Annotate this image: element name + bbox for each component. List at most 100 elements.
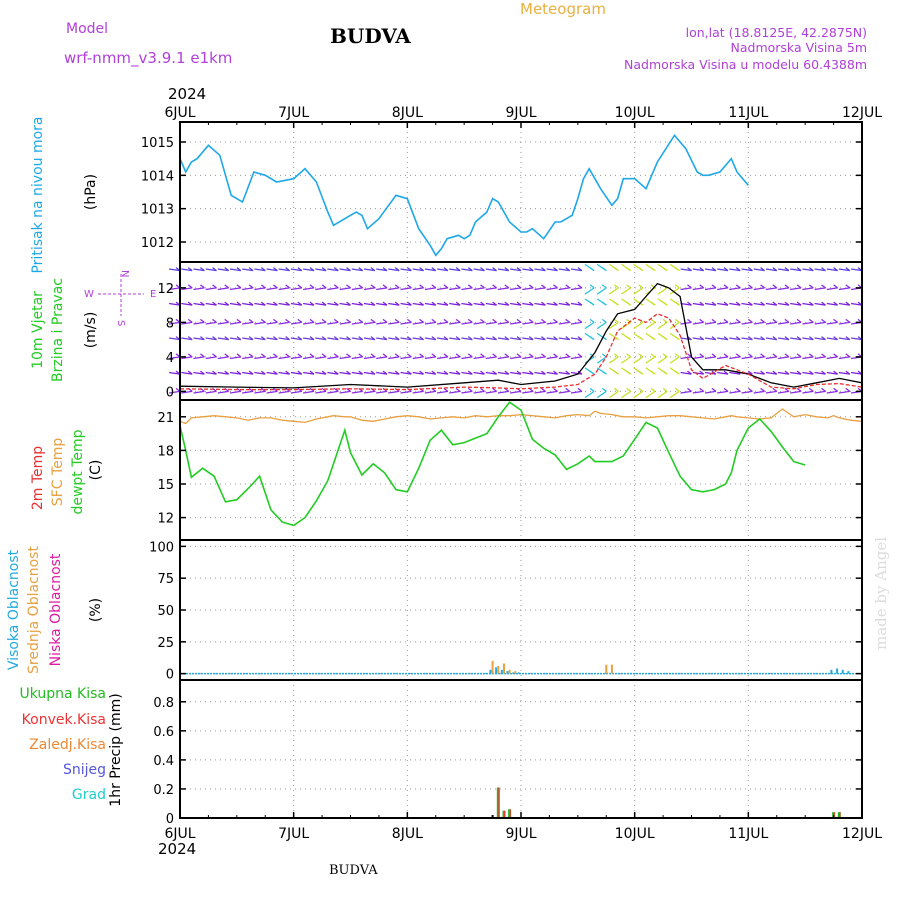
wind-barb-head <box>541 318 546 323</box>
wind-barb-head <box>735 387 741 392</box>
wind-barb <box>315 321 327 325</box>
wind-barb <box>266 302 278 306</box>
wind-barb-head <box>626 284 631 289</box>
wind-barb-head <box>614 336 619 341</box>
wind-barb <box>838 302 850 306</box>
wind-barb-head <box>541 284 546 289</box>
frame-layer <box>179 121 863 819</box>
wind-barb <box>704 356 716 360</box>
wind-barb <box>534 356 546 360</box>
wind-barb-head <box>565 387 571 392</box>
wind-barb <box>765 287 777 291</box>
wind-barb <box>266 337 278 341</box>
wind-barb <box>814 321 826 325</box>
wind-barb <box>765 268 777 272</box>
wind-barb-head <box>394 370 400 375</box>
wind-barb <box>193 268 205 272</box>
wind-barb-head <box>662 387 668 392</box>
mid-cloud-bar <box>514 671 517 674</box>
wind-barb-head <box>541 370 546 375</box>
wind-barb <box>546 371 558 375</box>
wind-barb <box>510 337 522 341</box>
wind-barb-head <box>528 370 534 375</box>
wind-barb-head <box>382 284 388 289</box>
wind-barb-head <box>370 387 376 392</box>
y-tick-label: 0.4 <box>153 754 174 769</box>
wind-barb-head <box>224 284 230 289</box>
wind-barb <box>608 321 619 330</box>
wind-barb-head <box>455 301 461 306</box>
wind-barb <box>363 337 375 341</box>
wind-barb-head <box>808 284 814 289</box>
conv-precip-bar <box>509 809 511 818</box>
wind-barb-head <box>236 336 242 341</box>
wind-barb <box>584 287 595 295</box>
wind-barb <box>205 371 217 375</box>
high-cloud-bar <box>830 669 833 674</box>
temp2m-side-label: 2m Temp <box>30 446 46 510</box>
wind-barb-head <box>224 267 230 272</box>
x-tick-label-bottom: 8JUL <box>392 826 423 842</box>
wind-barb <box>741 321 753 325</box>
wind-barb <box>729 268 741 272</box>
wind-barb <box>485 371 497 375</box>
wind-barb <box>473 371 485 375</box>
wind-barb <box>376 321 388 325</box>
wind-barb-head <box>187 336 193 341</box>
wind-barb <box>826 390 838 394</box>
wind-barb <box>473 287 485 291</box>
y-tick-label: 0 <box>166 668 174 683</box>
wind-barb-head <box>760 370 765 375</box>
wind-barb <box>339 268 351 272</box>
wind-barb-head <box>394 284 400 289</box>
y-tick-label: 21 <box>157 411 174 426</box>
wind-barb-head <box>236 267 242 272</box>
wind-barb-head <box>394 301 400 306</box>
wind-barb <box>229 321 241 325</box>
wind-barb <box>814 287 826 291</box>
sfc-side-label: SFC Temp <box>50 438 66 507</box>
wind-barb-head <box>224 336 230 341</box>
wind-barb-head <box>200 301 205 306</box>
wind-barb <box>303 302 315 306</box>
wind-barb <box>327 321 339 325</box>
wind-barb <box>680 268 692 272</box>
wind-barb-head <box>273 284 278 289</box>
wind-barb-head <box>285 301 290 306</box>
wind-barb <box>510 371 522 375</box>
wind-barb-head <box>260 387 266 392</box>
wind-barb <box>400 356 412 360</box>
wind-barb-head <box>553 353 558 358</box>
model-label: Model <box>66 21 108 37</box>
wind-barb-head <box>248 387 254 392</box>
wind-barb <box>704 302 716 306</box>
wind-barb-head <box>662 336 668 341</box>
wind-barb-head <box>516 353 522 358</box>
wind-barb-head <box>772 318 778 323</box>
y-tick-label: 0.8 <box>153 696 174 711</box>
wind-barb-head <box>236 353 242 358</box>
wind-barb <box>388 321 400 325</box>
wind-barb <box>339 390 351 394</box>
wind-barb <box>485 356 497 360</box>
wind-barb <box>181 337 193 341</box>
wind-barb <box>400 268 412 272</box>
wind-barb <box>351 356 363 360</box>
wind-barb-head <box>273 336 278 341</box>
wind-barb <box>669 356 680 364</box>
wind-barb <box>645 321 656 330</box>
wind-barb-head <box>748 387 753 392</box>
wind-barb-head <box>589 370 595 375</box>
wind-barb-head <box>285 336 290 341</box>
wind-barb <box>181 302 193 306</box>
mid-cloud-side-label: Srednja Oblacnost <box>26 546 42 674</box>
wind-barb <box>717 302 729 306</box>
wind-barb <box>266 287 278 291</box>
wind-barb <box>778 337 789 341</box>
wind-barb <box>400 287 412 291</box>
wind-barb <box>497 302 509 306</box>
wind-barb <box>205 268 217 272</box>
wind-barb-head <box>285 318 290 323</box>
wind-barb-head <box>370 301 376 306</box>
wind-barb-head <box>443 370 449 375</box>
